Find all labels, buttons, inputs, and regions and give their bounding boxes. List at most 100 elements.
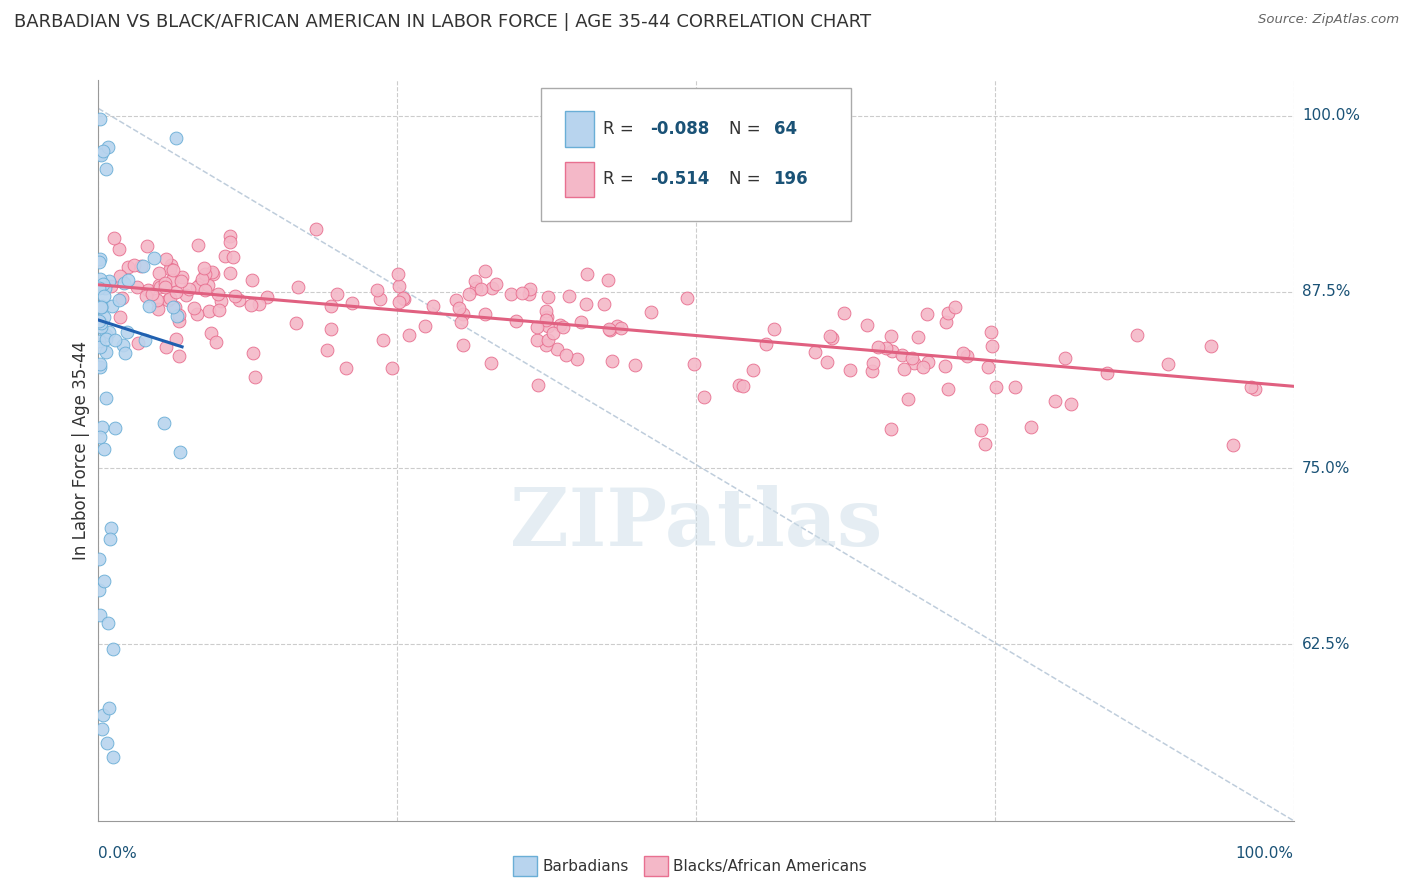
Point: [315, 343, 337, 358]
Point: [242, 346, 264, 360]
Point: [165, 285, 187, 299]
FancyBboxPatch shape: [565, 161, 595, 197]
Point: [100, 520, 122, 534]
Text: BARBADIAN VS BLACK/AFRICAN AMERICAN IN LABOR FORCE | AGE 35-44 CORRELATION CHART: BARBADIAN VS BLACK/AFRICAN AMERICAN IN L…: [14, 13, 872, 31]
Point: [517, 287, 540, 301]
Point: [153, 280, 176, 294]
Point: [534, 304, 557, 318]
Point: [219, 235, 242, 250]
Text: N =: N =: [730, 170, 766, 188]
Point: [156, 293, 179, 307]
Point: [91, 420, 114, 434]
Point: [373, 333, 395, 347]
Point: [935, 315, 957, 329]
Point: [481, 280, 503, 294]
Point: [505, 313, 527, 327]
Point: [200, 326, 222, 340]
Point: [162, 300, 184, 314]
Point: [526, 333, 548, 347]
Point: [240, 273, 263, 287]
Point: [980, 326, 1002, 340]
Point: [131, 260, 153, 274]
Point: [567, 351, 589, 366]
Point: [599, 323, 621, 337]
Point: [855, 318, 877, 332]
Text: -0.088: -0.088: [651, 120, 710, 138]
Point: [169, 445, 191, 459]
Point: [880, 329, 903, 343]
Point: [96, 392, 118, 406]
Point: [952, 346, 974, 360]
Point: [683, 357, 706, 371]
Point: [527, 377, 550, 392]
Point: [558, 289, 581, 303]
Point: [97, 140, 120, 154]
Point: [174, 288, 197, 302]
Point: [122, 258, 145, 272]
Point: [127, 336, 149, 351]
Point: [340, 296, 363, 310]
Point: [838, 362, 860, 376]
Point: [214, 249, 236, 263]
Point: [198, 304, 221, 318]
Point: [167, 349, 190, 363]
Point: [224, 289, 246, 303]
Point: [115, 325, 138, 339]
Point: [134, 333, 156, 347]
Point: [896, 392, 918, 407]
Point: [569, 315, 592, 329]
Point: [381, 361, 404, 376]
Point: [903, 355, 925, 369]
Point: [536, 310, 558, 324]
Point: [422, 299, 444, 313]
Point: [91, 299, 114, 313]
Point: [159, 258, 181, 272]
Point: [114, 346, 136, 360]
Point: [201, 265, 224, 279]
Point: [575, 297, 598, 311]
Point: [388, 279, 411, 293]
Point: [986, 380, 1008, 394]
Text: -0.514: -0.514: [651, 170, 710, 188]
Point: [218, 229, 240, 244]
Point: [205, 335, 228, 350]
Point: [550, 318, 572, 332]
Point: [624, 358, 647, 372]
Point: [96, 736, 118, 750]
Point: [87, 334, 110, 348]
Text: Source: ZipAtlas.com: Source: ZipAtlas.com: [1258, 13, 1399, 27]
Text: 62.5%: 62.5%: [1302, 637, 1350, 652]
Point: [305, 222, 328, 236]
Point: [207, 286, 229, 301]
Point: [89, 272, 111, 286]
Point: [155, 340, 177, 354]
Text: Barbadians: Barbadians: [543, 859, 628, 873]
Point: [96, 162, 118, 177]
Point: [741, 362, 763, 376]
Point: [165, 332, 187, 346]
Point: [155, 252, 177, 267]
Point: [880, 344, 903, 359]
Y-axis label: In Labor Force | Age 35-44: In Labor Force | Age 35-44: [72, 341, 90, 560]
Point: [167, 308, 190, 322]
Point: [803, 345, 825, 359]
Point: [555, 348, 578, 362]
Point: [256, 290, 278, 304]
Point: [546, 343, 568, 357]
Point: [108, 268, 131, 283]
Point: [1019, 420, 1042, 434]
Point: [832, 306, 855, 320]
Text: R =: R =: [603, 170, 638, 188]
Point: [640, 304, 662, 318]
Point: [187, 237, 209, 252]
Point: [228, 293, 250, 307]
Point: [201, 268, 224, 282]
Point: [93, 574, 115, 588]
Point: [1157, 357, 1180, 371]
Point: [326, 286, 349, 301]
Point: [1053, 351, 1076, 365]
Point: [537, 333, 560, 347]
Point: [89, 147, 111, 161]
Point: [934, 359, 956, 373]
Point: [98, 532, 122, 546]
